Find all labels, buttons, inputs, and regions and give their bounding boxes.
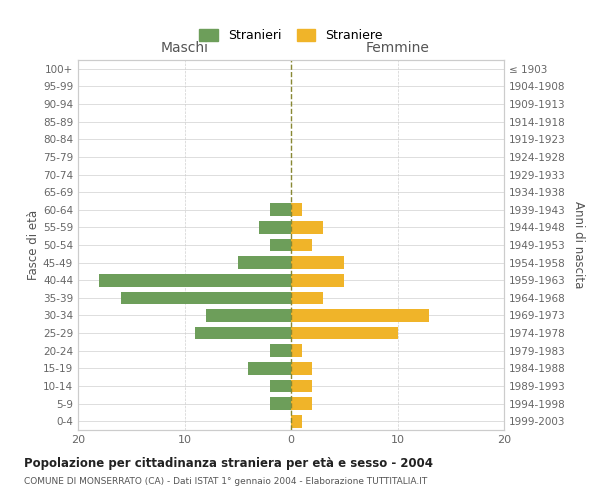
Bar bbox=[291, 415, 302, 428]
Y-axis label: Fasce di età: Fasce di età bbox=[27, 210, 40, 280]
Text: Popolazione per cittadinanza straniera per età e sesso - 2004: Popolazione per cittadinanza straniera p… bbox=[24, 458, 433, 470]
Bar bbox=[291, 327, 398, 340]
Bar bbox=[121, 292, 291, 304]
Bar bbox=[195, 327, 291, 340]
Bar bbox=[206, 309, 291, 322]
Bar bbox=[291, 274, 344, 286]
Bar bbox=[291, 204, 302, 216]
Bar bbox=[270, 380, 291, 392]
Bar bbox=[291, 344, 302, 357]
Bar bbox=[270, 204, 291, 216]
Bar bbox=[291, 397, 313, 410]
Bar bbox=[291, 221, 323, 234]
Bar bbox=[270, 344, 291, 357]
Bar bbox=[291, 292, 323, 304]
Text: Maschi: Maschi bbox=[161, 40, 209, 54]
Legend: Stranieri, Straniere: Stranieri, Straniere bbox=[196, 26, 386, 46]
Y-axis label: Anni di nascita: Anni di nascita bbox=[572, 202, 585, 288]
Bar bbox=[291, 380, 313, 392]
Bar bbox=[291, 309, 430, 322]
Bar bbox=[270, 397, 291, 410]
Bar bbox=[248, 362, 291, 374]
Text: COMUNE DI MONSERRATO (CA) - Dati ISTAT 1° gennaio 2004 - Elaborazione TUTTITALIA: COMUNE DI MONSERRATO (CA) - Dati ISTAT 1… bbox=[24, 478, 427, 486]
Bar bbox=[270, 238, 291, 252]
Bar bbox=[99, 274, 291, 286]
Text: Femmine: Femmine bbox=[365, 40, 430, 54]
Bar bbox=[238, 256, 291, 269]
Bar bbox=[259, 221, 291, 234]
Bar bbox=[291, 362, 313, 374]
Bar bbox=[291, 238, 313, 252]
Bar bbox=[291, 256, 344, 269]
